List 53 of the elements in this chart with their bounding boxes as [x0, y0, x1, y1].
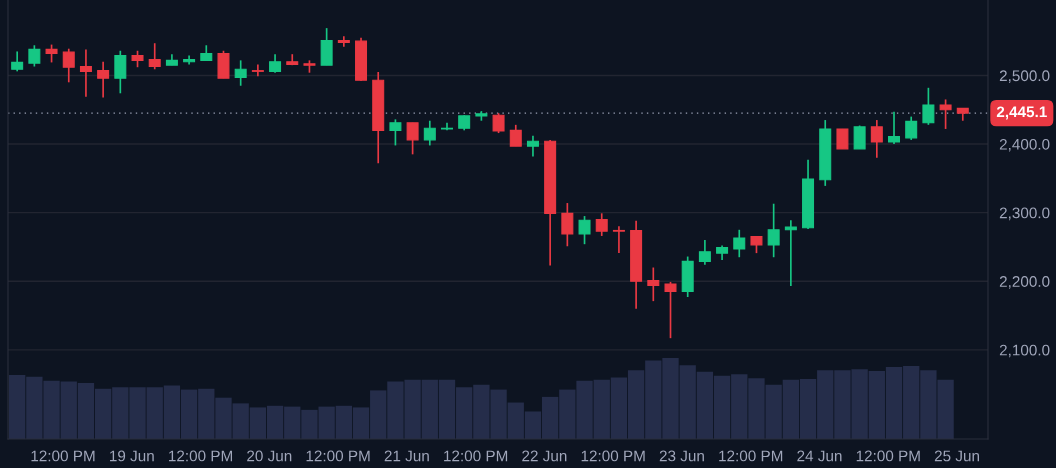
x-tick-label: 23 Jun — [659, 450, 704, 462]
x-tick-label: 12:00 PM — [581, 450, 645, 462]
candlestick — [97, 60, 110, 99]
candlestick — [251, 63, 264, 77]
x-tick-label: 22 Jun — [522, 450, 567, 462]
candlestick — [578, 215, 591, 246]
candlestick — [888, 110, 901, 145]
candlestick — [423, 119, 436, 147]
y-tick-label: 2,400.0 — [999, 138, 1050, 152]
candlestick — [595, 212, 608, 237]
candlestick — [62, 47, 75, 84]
candlestick — [389, 118, 402, 147]
candlestick — [698, 239, 711, 266]
candlestick — [509, 124, 522, 147]
candlestick — [922, 86, 935, 126]
candlestick — [767, 202, 780, 259]
candlestick — [114, 49, 127, 95]
y-tick-label: 2,100.0 — [999, 344, 1050, 358]
candlestick — [939, 98, 952, 130]
y-tick-label: 2,200.0 — [999, 276, 1050, 289]
candlestick — [406, 121, 419, 156]
candlestick — [337, 35, 350, 48]
candlestick — [870, 119, 883, 159]
x-tick-label: 20 Jun — [247, 450, 292, 462]
candlestick — [526, 134, 539, 158]
candlestick — [647, 266, 660, 302]
candlestick — [28, 44, 41, 68]
candlestick — [836, 128, 849, 150]
ref-line-label: 2,445.1 — [996, 106, 1047, 120]
x-tick-label: 12:00 PM — [169, 450, 233, 462]
candlestick — [234, 59, 247, 87]
candlestick — [11, 50, 24, 73]
candlestick — [784, 219, 797, 287]
candlestick — [148, 42, 161, 71]
x-tick-label: 19 Jun — [110, 450, 154, 462]
x-tick-label: 25 Jun — [934, 450, 979, 462]
candlestick — [905, 115, 918, 141]
x-tick-label: 12:00 PM — [31, 450, 95, 462]
candlestick — [269, 53, 282, 74]
x-tick-label: 12:00 PM — [444, 450, 508, 462]
candlestick — [664, 281, 677, 340]
y-tick-label: 2,500.0 — [999, 70, 1050, 83]
candlestick — [79, 48, 92, 98]
x-tick-label: 12:00 PM — [856, 450, 920, 462]
candlestick — [612, 225, 625, 254]
candlestick — [492, 112, 505, 134]
x-tick-label: 21 Jun — [384, 450, 429, 462]
candlestick — [733, 228, 746, 259]
y-tick-label: 2,300.0 — [999, 207, 1050, 221]
x-tick-label: 12:00 PM — [306, 450, 370, 462]
x-tick-label: 24 Jun — [797, 450, 842, 462]
candlestick — [561, 202, 574, 248]
x-tick-label: 12:00 PM — [719, 450, 783, 462]
